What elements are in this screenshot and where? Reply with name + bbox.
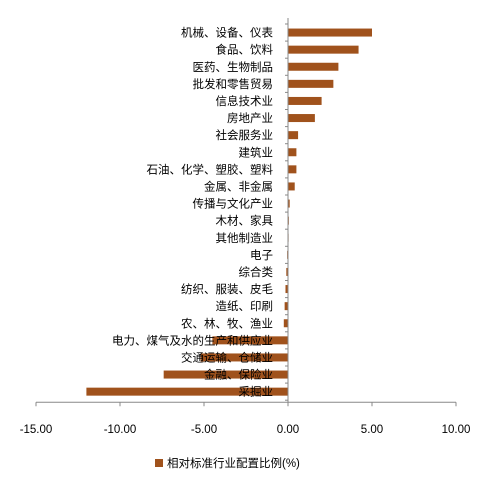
bar-19 xyxy=(200,353,288,362)
category-label-13: 电子 xyxy=(250,249,273,262)
category-label-15: 纺织、服装、皮毛 xyxy=(181,282,273,296)
bar-1 xyxy=(288,45,359,54)
category-label-2: 医药、生物制品 xyxy=(193,60,274,74)
category-label-17: 农、林、牧、渔业 xyxy=(181,316,273,330)
x-tick-label-4: 5.00 xyxy=(361,424,383,436)
category-label-21: 采掘业 xyxy=(239,385,274,399)
bar-16 xyxy=(284,302,288,311)
category-label-10: 传播与文化产业 xyxy=(193,197,274,211)
category-label-12: 其他制造业 xyxy=(216,231,274,245)
bar-3 xyxy=(288,79,334,88)
bar-21 xyxy=(86,387,289,396)
category-label-18: 电力、煤气及水的生产和供应业 xyxy=(112,333,273,347)
bar-20 xyxy=(163,370,288,379)
category-label-3: 批发和零售贸易 xyxy=(193,77,274,91)
x-tick-label-0: -15.00 xyxy=(20,424,53,436)
category-label-19: 交通运输、仓储业 xyxy=(181,350,273,364)
bar-8 xyxy=(288,165,297,174)
category-label-16: 造纸、印刷 xyxy=(216,299,274,313)
bar-0 xyxy=(288,28,372,37)
bar-6 xyxy=(288,131,299,140)
category-label-1: 食品、饮料 xyxy=(216,43,274,57)
bar-9 xyxy=(288,182,295,191)
x-tick-label-1: -10.00 xyxy=(104,424,137,436)
category-label-5: 房地产业 xyxy=(227,111,273,125)
category-label-14: 综合类 xyxy=(239,265,274,279)
bar-4 xyxy=(288,96,322,105)
x-tick-label-5: 10.00 xyxy=(442,424,471,436)
category-label-20: 金融、保险业 xyxy=(204,368,273,382)
legend-swatch xyxy=(155,459,163,467)
category-label-0: 机械、设备、仪表 xyxy=(181,26,273,40)
category-label-8: 石油、化学、塑胶、塑料 xyxy=(147,162,274,176)
category-label-11: 木材、家具 xyxy=(216,214,274,228)
x-tick-labels: -15.00 -10.00 -5.00 0.00 5.00 10.00 xyxy=(20,424,471,436)
bar-10 xyxy=(288,199,290,208)
axis-layer xyxy=(35,18,457,407)
bar-18 xyxy=(212,336,288,345)
bar-14 xyxy=(286,267,288,276)
bar-17 xyxy=(283,319,288,328)
bar-7 xyxy=(288,148,297,157)
category-label-4: 信息技术业 xyxy=(216,94,274,108)
category-label-7: 建筑业 xyxy=(239,145,274,159)
category-labels: 机械、设备、仪表食品、饮料医药、生物制品批发和零售贸易信息技术业房地产业社会服务… xyxy=(112,26,273,399)
x-tick-label-3: 0.00 xyxy=(277,424,299,436)
legend-label: 相对标准行业配置比例(%) xyxy=(167,456,300,470)
legend: 相对标准行业配置比例(%) xyxy=(155,456,300,470)
bar-15 xyxy=(285,285,288,294)
category-label-6: 社会服务业 xyxy=(216,128,274,142)
bar-2 xyxy=(288,62,339,71)
bar-5 xyxy=(288,114,315,123)
category-label-9: 金属、非金属 xyxy=(204,179,273,193)
bars-layer xyxy=(86,28,372,396)
x-tick-label-2: -5.00 xyxy=(191,424,217,436)
